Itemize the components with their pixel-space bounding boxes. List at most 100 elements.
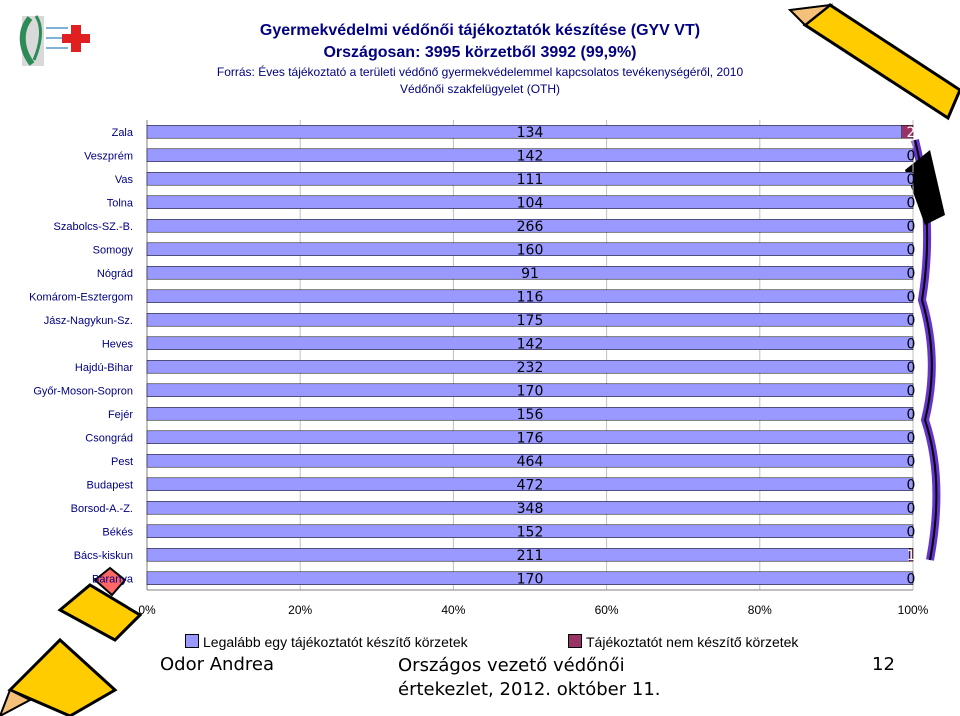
data-label-series-1: 111: [517, 172, 544, 188]
category-label: Somogy: [93, 244, 134, 256]
data-label-series-2: 0: [907, 501, 916, 517]
data-label-series-2: 0: [907, 172, 916, 188]
data-label-series-2: 0: [907, 266, 916, 282]
bar-series-1: [146, 172, 914, 186]
data-label-series-2: 0: [907, 407, 916, 423]
bar-series-1: [146, 219, 914, 233]
bar-series-1: [146, 430, 914, 444]
legend-swatch: [185, 634, 199, 648]
category-label: Békés: [102, 526, 133, 538]
x-tick-label: 40%: [441, 603, 465, 617]
x-tick-label: 80%: [748, 603, 772, 617]
bar-series-1: [146, 336, 914, 350]
bar-series-1: [146, 383, 914, 397]
category-label: Baranya: [92, 573, 134, 585]
data-label-series-2: 0: [907, 360, 916, 376]
bar-series-1: [146, 454, 914, 468]
data-label-series-1: 160: [517, 242, 544, 258]
category-label: Borsod-A.-Z.: [71, 503, 133, 515]
data-label-series-1: 104: [517, 195, 544, 211]
category-label: Tolna: [107, 197, 134, 209]
data-label-series-1: 142: [517, 148, 544, 164]
data-label-series-1: 134: [517, 125, 544, 141]
category-label: Budapest: [87, 479, 133, 491]
data-label-series-1: 175: [517, 313, 544, 329]
data-label-series-2: 0: [907, 524, 916, 540]
data-label-series-1: 170: [517, 571, 544, 587]
category-label: Veszprém: [84, 150, 133, 162]
category-label: Szabolcs-SZ.-B.: [54, 221, 133, 233]
bar-series-2: [909, 548, 914, 562]
bar-series-1: [146, 242, 914, 256]
bar-series-1: [146, 524, 914, 538]
data-label-series-1: 472: [517, 477, 544, 493]
data-label-series-1: 156: [517, 407, 544, 423]
data-label-series-1: 91: [521, 266, 539, 282]
category-label: Hajdú-Bihar: [75, 362, 133, 374]
data-label-series-1: 152: [517, 524, 544, 540]
bar-series-1: [146, 195, 914, 209]
bar-series-1: [146, 148, 914, 162]
bar-series-1: [146, 501, 914, 515]
chart-title: Gyermekvédelmi védőnői tájékoztatók kész…: [259, 22, 701, 39]
bar-series-1: [146, 313, 914, 327]
legend-swatch: [568, 634, 582, 648]
footer-event-line1: Országos vezető védőnői: [398, 655, 625, 676]
data-label-series-2: 0: [907, 477, 916, 493]
data-label-series-2: 0: [907, 454, 916, 470]
health-logo-icon: [10, 8, 94, 70]
data-label-series-2: 1: [907, 548, 916, 564]
legend-label: Tájékoztatót nem készítő körzetek: [586, 634, 799, 650]
source-note: Forrás: Éves tájékoztató a területi védő…: [216, 65, 744, 79]
category-label: Nógrád: [97, 268, 133, 280]
bar-series-1: [146, 407, 914, 421]
bar-series-2: [901, 125, 914, 139]
category-label: Pest: [111, 456, 133, 468]
category-label: Győr-Moson-Sopron: [33, 385, 133, 397]
x-tick-label: 20%: [288, 603, 312, 617]
bar-series-1: [146, 571, 914, 585]
legend-item-series-2: Tájékoztatót nem készítő körzetek: [568, 634, 798, 650]
page-number: 12: [872, 654, 895, 675]
bar-series-1: [146, 289, 914, 303]
pencil-right-icon: [787, 3, 960, 561]
category-label: Jász-Nagykun-Sz.: [44, 315, 133, 327]
x-tick-label: 0%: [138, 603, 156, 617]
data-label-series-2: 0: [907, 195, 916, 211]
data-label-series-2: 2: [907, 125, 916, 141]
data-label-series-2: 0: [907, 383, 916, 399]
footer-event-line2: értekezlet, 2012. október 11.: [398, 679, 661, 700]
data-label-series-2: 0: [907, 571, 916, 587]
data-label-series-2: 0: [907, 219, 916, 235]
data-label-series-2: 0: [907, 148, 916, 164]
category-label: Csongrád: [85, 432, 133, 444]
x-tick-label: 60%: [595, 603, 619, 617]
category-label: Fejér: [108, 409, 133, 421]
legend-item-series-1: Legalább egy tájékoztatót készítő körzet…: [185, 634, 468, 650]
legend-label: Legalább egy tájékoztatót készítő körzet…: [203, 634, 468, 650]
category-label: Vas: [115, 174, 134, 186]
data-label-series-2: 0: [907, 242, 916, 258]
data-label-series-1: 464: [517, 454, 544, 470]
bar-series-1: [146, 477, 914, 491]
data-label-series-1: 116: [517, 289, 544, 305]
data-label-series-1: 176: [517, 430, 544, 446]
footer-event: Országos vezető védőnői értekezlet, 2012…: [398, 654, 661, 702]
data-label-series-1: 142: [517, 336, 544, 352]
pencil-left-icon: [0, 566, 143, 716]
chart-header: Gyermekvédelmi védőnői tájékoztatók kész…: [150, 20, 810, 98]
bar-series-1: [146, 266, 914, 280]
data-label-series-1: 170: [517, 383, 544, 399]
category-label: Zala: [112, 127, 134, 139]
data-label-series-2: 0: [907, 289, 916, 305]
category-label: Bács-kiskun: [74, 550, 133, 562]
bar-series-1: [146, 360, 914, 374]
footer-author: Odor Andrea: [160, 654, 274, 675]
data-label-series-2: 0: [907, 336, 916, 352]
category-label: Heves: [102, 338, 134, 350]
chart-subtitle: Országosan: 3995 körzetből 3992 (99,9%): [323, 44, 637, 61]
data-label-series-1: 211: [517, 548, 544, 564]
category-label: Komárom-Esztergom: [29, 291, 133, 303]
data-label-series-1: 232: [517, 360, 544, 376]
